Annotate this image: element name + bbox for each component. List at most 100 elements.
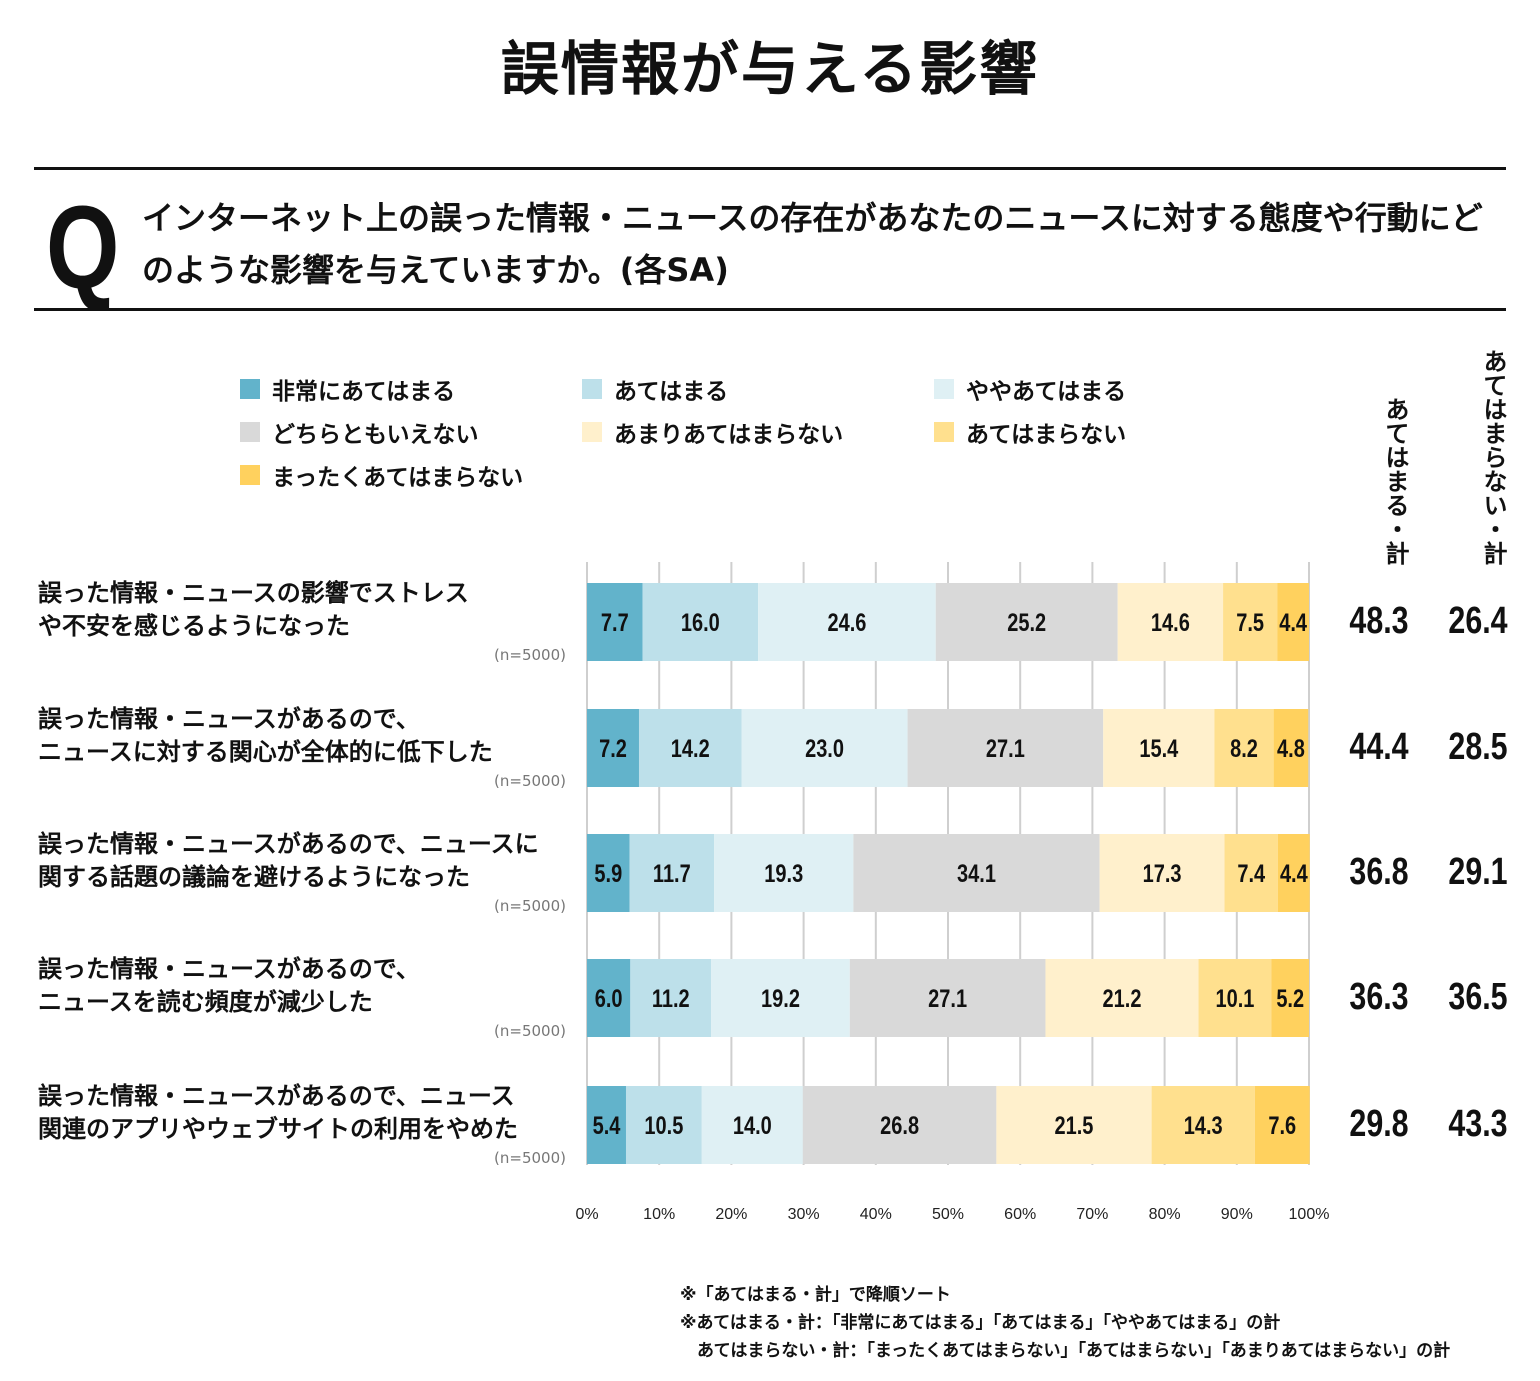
x-tick-label: 100% [1289,1206,1330,1223]
x-tick-label: 40% [860,1206,892,1223]
category-label-line: ニュースを読む頻度が減少した [38,988,373,1016]
legend-label: まったくあてはまらない [272,465,524,491]
category-label-line: 誤った情報・ニュースがあるので、ニュース [38,1082,515,1110]
legend-label: どちらともいえない [272,422,479,448]
x-tick-label: 60% [1004,1206,1036,1223]
bar-segment [935,583,1118,661]
x-tick-label: 10% [643,1206,675,1223]
category-label-line: や不安を感じるようになった [38,612,350,640]
data-label: 26.8 [880,1112,919,1140]
question-mark: Q [46,182,120,314]
legend-label: あまりあてはまらない [614,422,844,448]
bar-segment [1277,834,1310,912]
totals-header-disagree: あてはまらない・計 [1479,349,1507,565]
category-label-line: 誤った情報・ニュースがあるので、 [38,705,420,733]
data-label: 7.6 [1268,1112,1296,1140]
data-label: 21.2 [1103,985,1142,1013]
legend-item: あてはまる [582,372,728,406]
category-label-line: 誤った情報・ニュースがあるので、ニュースに [38,830,539,858]
legend-label: 非常にあてはまる [272,379,456,405]
bar-segment [711,959,850,1037]
sample-size: (n=5000) [494,772,566,790]
category-label-line: 誤った情報・ニュースがあるので、 [38,955,420,983]
bar-segment [1223,583,1278,661]
data-label: 7.4 [1237,860,1265,888]
bar-segment [587,1086,626,1164]
bar-segment [1198,959,1272,1037]
bar-segment [1045,959,1199,1037]
data-label: 5.2 [1276,985,1304,1013]
data-label: 4.4 [1280,860,1308,888]
bar-segment [701,1086,803,1164]
data-label: 16.0 [681,609,720,637]
question-text: インターネット上の誤った情報・ニュースの存在があなたのニュースに対する態度や行動… [142,199,1483,289]
total-disagree: 36.5 [1448,976,1508,1018]
data-label: 14.3 [1184,1112,1223,1140]
data-label: 8.2 [1230,735,1258,763]
data-label: 11.2 [652,985,690,1013]
bar-segment [1103,709,1215,787]
bar-segment [714,834,854,912]
data-label: 4.8 [1277,735,1305,763]
bar-segment [741,709,908,787]
data-label: 27.1 [928,985,967,1013]
legend-swatch [240,422,260,442]
legend-label: あてはまらない [966,422,1127,448]
legend-item: ややあてはまる [934,372,1126,406]
bar-segment [1224,834,1278,912]
x-tick-label: 70% [1076,1206,1108,1223]
bar-segment [802,1086,997,1164]
bar-segment [587,834,630,912]
total-disagree: 28.5 [1448,726,1508,768]
data-label: 6.0 [595,985,623,1013]
legend-swatch [934,422,954,442]
bar-segment [1277,583,1309,661]
total-disagree: 29.1 [1448,851,1508,893]
total-agree: 36.8 [1349,851,1409,893]
data-label: 11.7 [653,860,691,888]
totals-header-agree: あてはまる・計 [1381,397,1409,565]
data-label: 14.0 [733,1112,772,1140]
sample-size: (n=5000) [494,1022,566,1040]
total-agree: 44.4 [1349,726,1409,768]
bar-segment [1117,583,1224,661]
data-label: 5.9 [594,860,622,888]
data-label: 7.2 [599,735,627,763]
category-label: 誤った情報・ニュースの影響でストレス や不安を感じるようになった [38,577,578,643]
legend-item: あまりあてはまらない [582,415,843,449]
bar-segment [1254,1086,1310,1164]
legend-item: あてはまらない [934,415,1126,449]
total-agree: 29.8 [1349,1103,1409,1145]
category-label-line: 関連のアプリやウェブサイトの利用をやめた [38,1115,518,1143]
total-disagree: 26.4 [1448,600,1508,642]
data-label: 10.5 [644,1112,683,1140]
legend-swatch [582,379,602,399]
x-tick-label: 20% [715,1206,747,1223]
total-agree: 48.3 [1349,600,1409,642]
category-label: 誤った情報・ニュースがあるので、ニュース 関連のアプリやウェブサイトの利用をやめた [38,1080,578,1146]
bar-segment [907,709,1104,787]
bar-segment [996,1086,1152,1164]
footnote: ※「あてはまる・計」で降順ソート [680,1285,951,1305]
x-tick-label: 80% [1149,1206,1181,1223]
legend-item: まったくあてはまらない [240,458,523,492]
data-label: 23.0 [805,735,844,763]
data-label: 14.2 [671,735,710,763]
data-label: 7.5 [1236,609,1264,637]
data-label: 17.3 [1143,860,1182,888]
legend-swatch [240,379,260,399]
x-tick-label: 90% [1221,1206,1253,1223]
sample-size: (n=5000) [494,897,566,915]
bar-segment [587,959,631,1037]
category-label-line: 誤った情報・ニュースの影響でストレス [38,579,469,607]
data-label: 25.2 [1007,609,1046,637]
footnote: ※あてはまる・計：「非常にあてはまる」「あてはまる」「ややあてはまる」の計 [680,1313,1281,1333]
category-label: 誤った情報・ニュースがあるので、ニュースに 関する話題の議論を避けるようになった [38,828,578,894]
category-label-line: ニュースに対する関心が全体的に低下した [38,738,493,766]
legend-item: どちらともいえない [240,415,479,449]
bar-segment [629,834,715,912]
bar-segment [1214,709,1274,787]
category-label: 誤った情報・ニュースがあるので、ニュースに対する関心が全体的に低下した [38,703,578,769]
bar-segment [853,834,1100,912]
bar-segment [1273,709,1309,787]
